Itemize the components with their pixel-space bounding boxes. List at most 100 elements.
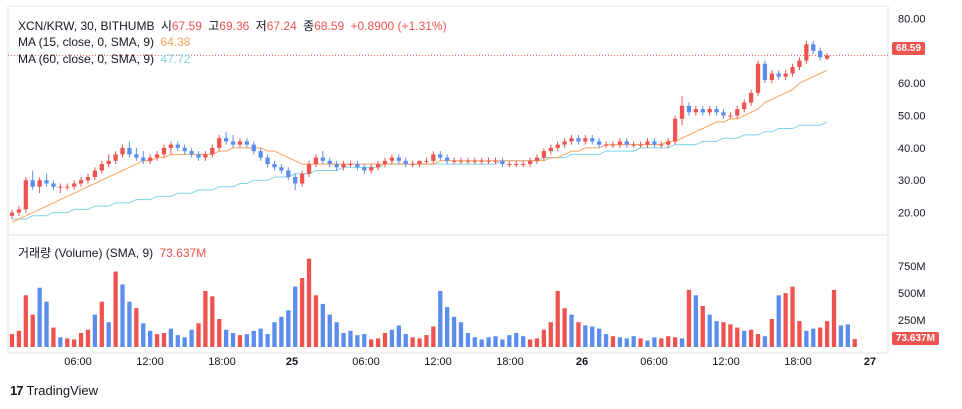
- candle-body: [313, 157, 319, 165]
- time-axis-tick: 06:00: [640, 356, 668, 368]
- volume-bar: [818, 327, 823, 347]
- volume-axis-tick: 250M: [898, 315, 926, 327]
- candle-body: [37, 180, 42, 187]
- candle-body: [458, 160, 464, 162]
- volume-bar: [203, 290, 208, 347]
- volume-bar: [223, 329, 229, 347]
- volume-bar: [293, 286, 298, 347]
- volume-bar: [320, 303, 325, 347]
- volume-bar: [645, 340, 650, 347]
- candle-body: [783, 73, 788, 77]
- candle-body: [493, 160, 498, 162]
- volume-bar: [686, 289, 692, 347]
- volume-bar: [244, 334, 249, 347]
- volume-bar: [154, 334, 160, 347]
- volume-bar: [707, 314, 712, 347]
- volume-bar: [721, 322, 726, 347]
- volume-bar: [624, 338, 629, 347]
- candle-body: [217, 138, 222, 148]
- volume-bar: [804, 330, 809, 347]
- volume-bar: [438, 290, 443, 347]
- volume-bar: [465, 332, 471, 347]
- candle-body: [617, 141, 623, 145]
- candle-body: [431, 154, 436, 161]
- volume-bar: [824, 321, 830, 347]
- volume-bar: [141, 323, 146, 347]
- volume-axis-tick: 500M: [898, 288, 926, 300]
- volume-bar: [375, 338, 381, 347]
- candle-body: [237, 141, 243, 145]
- volume-bar: [127, 301, 132, 347]
- candle-body: [182, 147, 187, 152]
- high-label: 고: [208, 19, 220, 33]
- ma15-line: [11, 69, 828, 223]
- candle-body: [465, 160, 471, 162]
- volume-bar: [230, 332, 236, 347]
- candle-body: [728, 115, 733, 117]
- volume-bar: [237, 335, 243, 347]
- candle-body: [742, 102, 747, 110]
- time-axis-tick: 27: [864, 356, 876, 368]
- candle-body: [672, 118, 678, 142]
- ma60-legend[interactable]: MA (60, close, 0, SMA, 9) 47.72: [18, 52, 193, 66]
- volume-bar: [106, 322, 111, 347]
- price-axis-tick: 80.00: [898, 13, 926, 25]
- price-axis-tick: 30.00: [898, 175, 926, 187]
- tradingview-brand[interactable]: 17 TradingView: [10, 383, 98, 398]
- volume-bar: [748, 329, 754, 347]
- candle-body: [652, 141, 657, 145]
- time-axis-tick: 06:00: [352, 356, 380, 368]
- candle-body: [106, 160, 111, 165]
- last-price-tag: 68.59: [892, 42, 926, 55]
- volume-bar: [555, 290, 560, 347]
- open-label: 시: [160, 19, 172, 33]
- candle-body: [369, 167, 374, 171]
- volume-bar: [610, 336, 616, 347]
- candle-body: [824, 55, 830, 59]
- volume-bar: [382, 332, 388, 347]
- volume-bar: [769, 318, 774, 347]
- volume-bar: [728, 324, 733, 347]
- volume-bar: [327, 314, 332, 347]
- ma15-legend[interactable]: MA (15, close, 0, SMA, 9) 64.38: [18, 35, 193, 49]
- volume-bar: [672, 337, 678, 347]
- candle-body: [348, 164, 353, 166]
- volume-bar: [134, 308, 139, 347]
- ma60-line: [12, 121, 828, 220]
- volume-bar: [735, 327, 740, 347]
- candle-body: [541, 151, 547, 158]
- candle-body: [610, 144, 616, 146]
- volume-bar: [424, 335, 429, 347]
- volume-bar: [666, 336, 671, 347]
- volume-bar: [120, 284, 125, 347]
- candle-body: [120, 147, 125, 155]
- candle-body: [776, 73, 781, 77]
- volume-bar: [845, 324, 850, 347]
- candle-body: [576, 138, 581, 142]
- volume-bar: [451, 316, 457, 347]
- volume-bar: [265, 334, 270, 347]
- time-axis-tick: 12:00: [424, 356, 452, 368]
- candle-body: [334, 164, 339, 168]
- volume-bar: [113, 271, 118, 347]
- volume-legend[interactable]: 거래량 (Volume) (SMA, 9) 73.637M: [18, 244, 209, 261]
- volume-bar: [272, 322, 277, 347]
- close-label: 종: [303, 19, 315, 33]
- candle-body: [327, 160, 332, 165]
- candle-body: [23, 180, 28, 210]
- volume-bar: [58, 337, 63, 347]
- candle-body: [451, 160, 457, 162]
- volume-bar: [507, 335, 512, 347]
- volume-value: 73.637M: [159, 246, 207, 260]
- candle-body: [92, 170, 98, 177]
- candle-body: [341, 164, 346, 168]
- candle-body: [85, 177, 91, 181]
- volume-bar: [797, 321, 802, 347]
- candle-body: [804, 44, 809, 61]
- volume-bar: [217, 318, 222, 347]
- candle-body: [714, 109, 719, 113]
- candle-body: [548, 147, 553, 152]
- volume-bar: [811, 328, 816, 347]
- time-axis-tick: 18:00: [784, 356, 812, 368]
